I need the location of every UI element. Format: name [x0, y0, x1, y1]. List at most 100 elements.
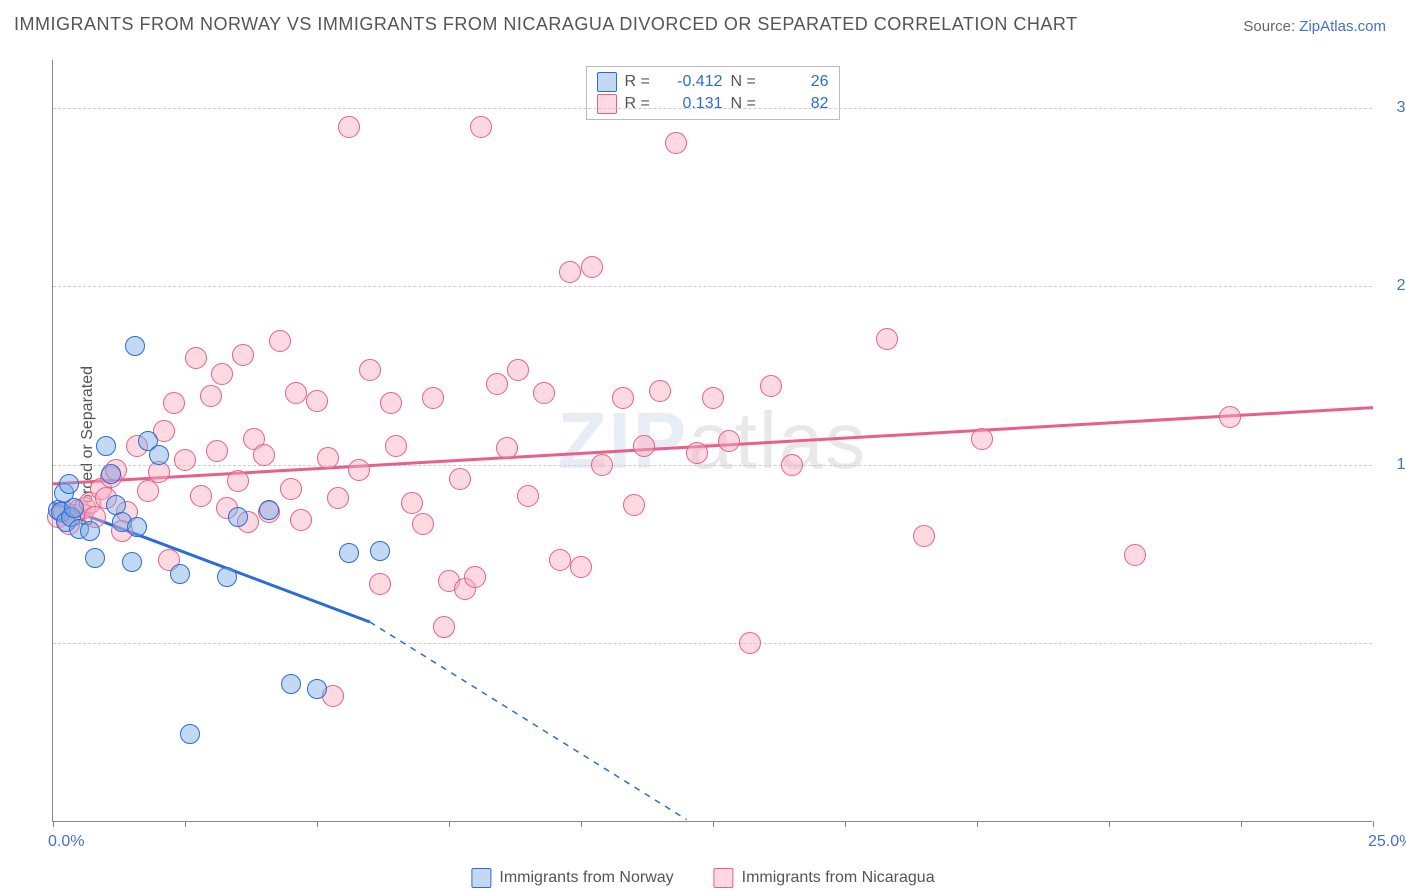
y-tick-label: 7.5%	[1382, 634, 1406, 652]
data-point-pink	[137, 480, 159, 502]
data-point-blue	[125, 336, 145, 356]
data-point-pink	[464, 566, 486, 588]
data-point-pink	[533, 382, 555, 404]
y-tick-label: 30.0%	[1382, 99, 1406, 117]
n-value: 82	[774, 93, 829, 115]
x-tick-mark	[317, 821, 318, 827]
data-point-pink	[206, 440, 228, 462]
data-point-pink	[559, 261, 581, 283]
r-value: -0.412	[668, 71, 723, 93]
x-tick-label: 0.0%	[48, 833, 84, 851]
data-point-pink	[686, 442, 708, 464]
data-point-pink	[876, 328, 898, 350]
x-tick-mark	[1241, 821, 1242, 827]
y-tick-label: 22.5%	[1382, 277, 1406, 295]
data-point-blue	[370, 541, 390, 561]
data-point-pink	[200, 385, 222, 407]
data-point-blue	[122, 552, 142, 572]
data-point-blue	[59, 474, 79, 494]
source-link[interactable]: ZipAtlas.com	[1299, 18, 1386, 35]
data-point-blue	[80, 521, 100, 541]
data-point-pink	[470, 116, 492, 138]
data-point-pink	[633, 435, 655, 457]
data-point-pink	[290, 509, 312, 531]
x-tick-mark	[1109, 821, 1110, 827]
data-point-pink	[702, 387, 724, 409]
swatch-blue-icon	[471, 868, 491, 888]
data-point-pink	[718, 430, 740, 452]
data-point-pink	[913, 525, 935, 547]
data-point-blue	[281, 674, 301, 694]
data-point-pink	[190, 485, 212, 507]
legend-item-norway: Immigrants from Norway	[471, 868, 673, 888]
data-point-pink	[496, 437, 518, 459]
data-point-pink	[760, 375, 782, 397]
data-point-pink	[517, 485, 539, 507]
series-legend: Immigrants from Norway Immigrants from N…	[471, 868, 934, 888]
n-label: N =	[731, 71, 766, 93]
chart-title: IMMIGRANTS FROM NORWAY VS IMMIGRANTS FRO…	[14, 14, 1078, 35]
chart-container: IMMIGRANTS FROM NORWAY VS IMMIGRANTS FRO…	[0, 0, 1406, 892]
data-point-blue	[170, 564, 190, 584]
data-point-pink	[649, 380, 671, 402]
data-point-pink	[327, 487, 349, 509]
data-point-blue	[127, 517, 147, 537]
legend-label: Immigrants from Nicaragua	[742, 869, 935, 887]
data-point-blue	[307, 679, 327, 699]
data-point-blue	[85, 548, 105, 568]
data-point-pink	[486, 373, 508, 395]
x-tick-mark	[845, 821, 846, 827]
gridline-horizontal: 15.0%	[53, 465, 1372, 466]
data-point-pink	[269, 330, 291, 352]
legend-label: Immigrants from Norway	[499, 869, 673, 887]
data-point-pink	[306, 390, 328, 412]
swatch-blue-icon	[597, 72, 617, 92]
gridline-horizontal: 7.5%	[53, 643, 1372, 644]
data-point-pink	[739, 632, 761, 654]
data-point-pink	[380, 392, 402, 414]
data-point-pink	[422, 387, 444, 409]
data-point-pink	[385, 435, 407, 457]
x-tick-mark	[581, 821, 582, 827]
gridline-horizontal: 30.0%	[53, 108, 1372, 109]
data-point-blue	[64, 498, 84, 518]
data-point-pink	[227, 470, 249, 492]
x-tick-mark	[449, 821, 450, 827]
legend-item-nicaragua: Immigrants from Nicaragua	[714, 868, 935, 888]
data-point-pink	[971, 428, 993, 450]
data-point-blue	[96, 436, 116, 456]
legend-row-blue: R = -0.412 N = 26	[597, 71, 829, 93]
data-point-blue	[228, 507, 248, 527]
data-point-blue	[149, 445, 169, 465]
swatch-pink-icon	[597, 94, 617, 114]
data-point-pink	[285, 382, 307, 404]
data-point-pink	[507, 359, 529, 381]
data-point-pink	[163, 392, 185, 414]
data-point-blue	[259, 500, 279, 520]
data-point-pink	[623, 494, 645, 516]
source-attribution: Source: ZipAtlas.com	[1243, 18, 1386, 35]
x-tick-mark	[713, 821, 714, 827]
data-point-pink	[1124, 544, 1146, 566]
plot-area: ZIPatlas R = -0.412 N = 26 R = 0.131 N =…	[52, 60, 1372, 822]
correlation-legend: R = -0.412 N = 26 R = 0.131 N = 82	[586, 66, 840, 120]
data-point-pink	[369, 573, 391, 595]
data-point-pink	[253, 444, 275, 466]
data-point-pink	[359, 359, 381, 381]
data-point-pink	[211, 363, 233, 385]
data-point-pink	[412, 513, 434, 535]
data-point-pink	[570, 556, 592, 578]
data-point-pink	[348, 459, 370, 481]
x-tick-mark	[977, 821, 978, 827]
data-point-pink	[581, 256, 603, 278]
data-point-pink	[449, 468, 471, 490]
r-value: 0.131	[668, 93, 723, 115]
data-point-pink	[338, 116, 360, 138]
data-point-pink	[433, 616, 455, 638]
data-point-blue	[180, 724, 200, 744]
data-point-pink	[174, 449, 196, 471]
data-point-pink	[781, 454, 803, 476]
x-tick-mark	[53, 821, 54, 827]
x-tick-mark	[1373, 821, 1374, 827]
data-point-blue	[101, 464, 121, 484]
